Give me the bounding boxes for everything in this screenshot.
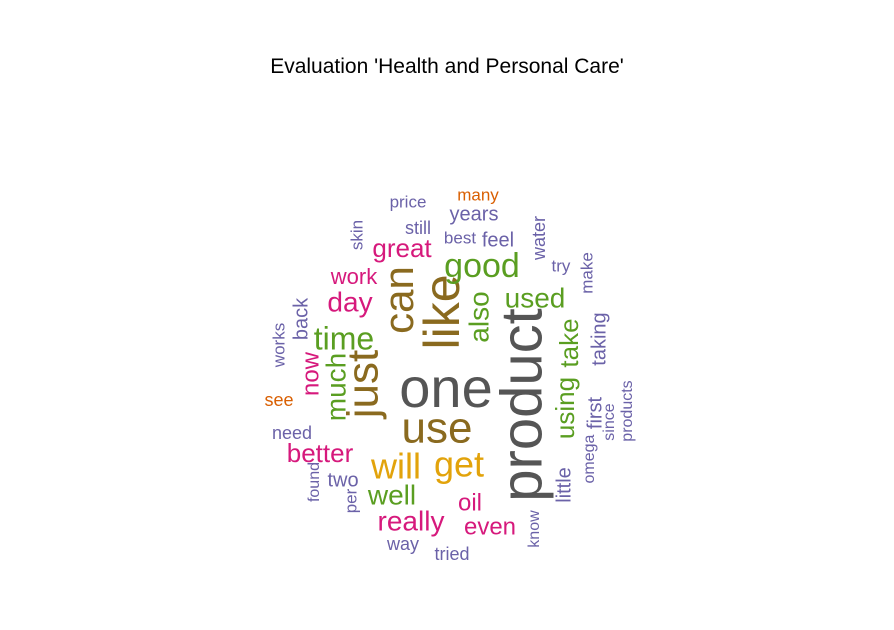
word-since: since: [601, 403, 618, 440]
word-using: using: [550, 377, 580, 439]
word-oil: oil: [458, 489, 482, 516]
word-like: like: [414, 274, 470, 349]
word-use: use: [402, 404, 473, 453]
word-skin: skin: [347, 220, 366, 250]
word-way: way: [386, 534, 419, 554]
word-can: can: [375, 266, 422, 334]
word-get: get: [434, 444, 484, 485]
word-make: make: [577, 252, 596, 294]
word-first: first: [584, 396, 606, 429]
word-little: little: [553, 467, 575, 503]
word-products: products: [619, 380, 636, 441]
word-water: water: [529, 216, 549, 261]
word-need: need: [272, 423, 312, 443]
word-will: will: [370, 446, 421, 487]
word-even: even: [464, 513, 516, 540]
word-feel: feel: [482, 229, 514, 251]
word-now: now: [297, 351, 324, 396]
word-one: one: [399, 356, 492, 419]
word-much: much: [320, 353, 351, 421]
word-used: used: [505, 282, 566, 313]
word-just: just: [339, 350, 388, 420]
word-many: many: [457, 185, 499, 204]
word-omega: omega: [581, 434, 598, 483]
word-day: day: [327, 286, 372, 317]
word-price: price: [390, 192, 427, 211]
word-still: still: [405, 218, 431, 238]
word-best: best: [444, 228, 476, 247]
word-well: well: [367, 479, 416, 510]
word-found: found: [306, 462, 323, 502]
word-per: per: [341, 488, 360, 513]
word-really: really: [378, 505, 445, 536]
word-back: back: [290, 297, 312, 340]
word-try: try: [552, 256, 571, 275]
word-years: years: [450, 203, 499, 225]
word-tried: tried: [434, 544, 469, 564]
word-good: good: [444, 247, 520, 285]
word-know: know: [526, 510, 543, 548]
word-two: two: [327, 469, 358, 491]
word-taking: taking: [588, 312, 610, 365]
word-works: works: [269, 323, 288, 368]
word-take: take: [554, 318, 584, 367]
word-time: time: [314, 320, 374, 356]
word-see: see: [264, 390, 293, 410]
word-work: work: [330, 264, 378, 289]
word-great: great: [372, 233, 432, 263]
word-better: better: [287, 438, 354, 468]
chart-title: Evaluation 'Health and Personal Care': [270, 55, 624, 78]
word-product: product: [489, 308, 554, 501]
word-also: also: [463, 291, 494, 342]
